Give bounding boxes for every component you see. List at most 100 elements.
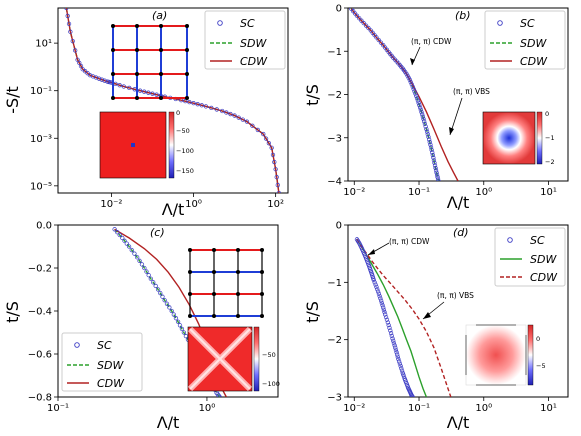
panel-a-series-sc-point [117,83,122,88]
panel-c-legend: SC SDW CDW [61,332,143,392]
panel-d-series-sc-point [378,296,383,301]
panel-b-series-sc-point [425,132,430,137]
panel-b-ytick-label: −1 [327,47,342,58]
panel-a-series-sc-point [272,159,277,165]
panel-c-inset-heatmap: −50 −100 [187,326,280,392]
svg-text:−100: −100 [176,147,194,155]
svg-text:SDW: SDW [240,37,267,50]
panel-a-ytick-label: 10¹ [35,39,52,50]
panel-c-ylabel: t/S [3,301,22,323]
panel-d-series-sc-point [410,394,415,397]
panel-a-series-sc-point [183,99,188,104]
panel-b-series-sc-point [421,116,426,122]
panel-d-series-sc-point [381,307,387,313]
panel-d-xtick-label: 10⁰ [475,403,492,414]
panel-c-series-sc-point [217,394,222,397]
panel-d-series-sc-point [389,333,394,338]
panel-c-series-sc-point [162,298,167,303]
panel-c-series-sc-point [179,326,185,332]
panel-c-series-sc-point [144,269,149,274]
panel-d-series-sc-point [401,372,406,377]
panel-b-series-sc-point [433,168,439,173]
panel-b-ytick-label: −3 [327,133,342,144]
panel-d-series-sc-point [394,350,399,355]
panel-d-series-sc-point [378,298,384,303]
svg-text:SDW: SDW [520,37,547,50]
panel-c-series-sc-point [175,319,181,324]
panel-b-series-sc-point [432,163,438,168]
panel-a-series-sc-point [266,141,272,146]
panel-b-series-sc-point [357,16,362,21]
panel-c-series-sc-point [148,276,153,281]
panel-d-ytick-label: 0 [336,221,342,232]
panel-a-inset-heatmap: 0 −50 −100 −150 [99,109,194,179]
panel-c-series-sc-point [173,316,179,321]
panel-c-series-sc-point [137,258,142,263]
svg-text:SC: SC [97,339,112,352]
panel-b-series-sc-point [420,112,425,117]
panel-c-ytick-label: 0.0 [36,221,52,232]
svg-text:−50: −50 [176,127,190,135]
panel-d-series-sc-point [395,352,400,357]
panel-d-frame [347,224,569,398]
panel-b-series-sc-point [414,93,419,99]
panel-d-series-sc-point [387,325,392,330]
panel-a-series-sc-point [244,119,250,124]
panel-c-series-sc-point [169,308,174,314]
panel-d-ytick-label: −3 [327,393,342,404]
svg-text:0: 0 [545,110,549,118]
panel-d-series-sc-point [397,361,403,366]
panel-b-xlabel: Λ/t [447,193,470,212]
panel-b-ytick-label: −4 [327,177,342,188]
panel-a-series-sc-point [73,48,78,53]
panel-d-series-sc-point [396,359,402,364]
panel-b-ytick-label: 0 [336,4,342,15]
panel-b-series-sc-point [432,160,437,165]
panel-c-series-sc-point [115,230,120,235]
panel-b-plot: 10⁻² 10⁻¹ 10⁰ 10¹ −4 −3 −2 −1 0 [327,4,557,199]
panel-c-series-sc-point [120,235,125,241]
panel-b-series-sc-point [376,37,381,43]
panel-c-series-sc-point [126,244,132,249]
panel-b-series-sc-point [431,158,437,163]
panel-b-series-sc-point [422,121,428,127]
panel-a-series-sc-point [240,117,245,122]
panel-a-series-sc-point [127,85,132,91]
panel-b-series-sc-point [427,139,432,145]
panel-b-series-sc-point [419,109,424,115]
panel-b-ylabel: t/S [303,84,322,106]
panel-a-series-sc-point [263,136,269,141]
panel-c-series-sc-point [164,301,170,306]
panel-a: 10⁻² 10⁰ 10² 10⁻⁵ 10⁻³ 10⁻¹ 10¹ (a) -S/t Λ/t [3,7,289,219]
panel-b-series-sc-point [366,25,371,31]
panel-d-inset-heatmap: 0 −5 [456,315,546,395]
panel-a-series-sc-point [146,90,151,95]
panel-c-series-sc-point [151,280,156,285]
panel-a-series-sc-point [96,76,102,81]
panel-b-series-sc-point [434,170,439,175]
panel-b-series-sc-point [418,107,423,112]
panel-c-series-sc-point [146,273,151,278]
panel-c-ytick-label: −0.6 [28,350,52,361]
svg-text:−1: −1 [545,134,555,142]
panel-b-series-sc-point [435,176,441,181]
panel-b-series-sc-point [415,98,421,103]
panel-d-series-sc-point [380,303,385,308]
panel-a-series-sc-point [102,78,107,83]
panel-d-series-sc-point [395,354,400,360]
panel-a-legend: SC SDW CDW [204,10,286,70]
panel-b-legend: SC SDW CDW [484,10,566,70]
panel-d-series-sc-point [392,343,397,348]
panel-a-series-sc-point [209,105,214,111]
panel-b-series-cdw-line [350,8,459,181]
panel-b-series-sc-point [436,178,441,181]
panel-a-xtick-label: 10² [267,199,284,210]
panel-d-series-sc-point [398,363,403,369]
svg-text:SC: SC [530,234,545,247]
panel-a-series-sc-point [68,29,73,34]
panel-b-annotation-cdw: (π, π) CDW [410,37,452,66]
panel-a-series-sc-point [154,92,159,97]
panel-d-xtick-label: 10⁻² [343,403,365,414]
panel-b-series-sc-point [428,145,434,150]
panel-a-series-sc-point [275,182,280,188]
